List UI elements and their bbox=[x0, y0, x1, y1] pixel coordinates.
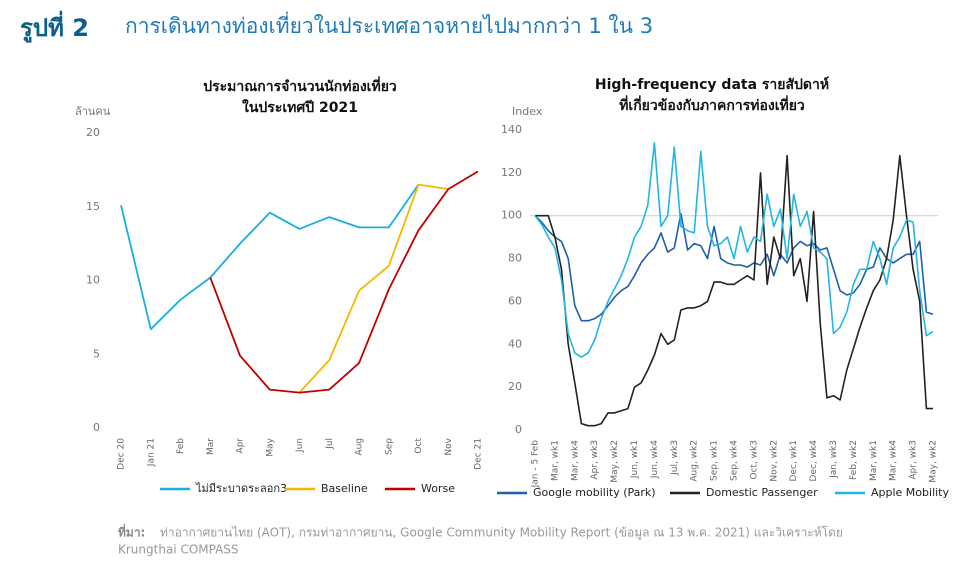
x-tick-label: Feb bbox=[176, 438, 186, 454]
x-tick-label: Dec 21 bbox=[474, 438, 484, 470]
legend-label: ไม่มีระบาดระลอก3 bbox=[195, 482, 287, 495]
y-tick-label: 140 bbox=[501, 123, 522, 136]
y-tick-label: 0 bbox=[515, 423, 522, 436]
x-tick-label: Sep, wk1 bbox=[710, 440, 720, 481]
x-tick-label: Aug, wk2 bbox=[690, 440, 700, 482]
chart-title: ในประเทศปี 2021 bbox=[242, 98, 358, 116]
legend-label: Domestic Passenger bbox=[706, 486, 818, 499]
x-tick-label: Mar, wk1 bbox=[550, 440, 560, 481]
x-tick-label: Apr, wk3 bbox=[590, 440, 600, 480]
x-tick-label: Mar, wk4 bbox=[570, 440, 580, 481]
series-line bbox=[534, 212, 934, 322]
x-tick-label: Nov bbox=[444, 437, 454, 455]
x-tick-label: Jul bbox=[325, 438, 335, 450]
x-tick-label: Mar, wk1 bbox=[869, 440, 879, 481]
x-tick-label: Jun bbox=[295, 438, 305, 453]
x-tick-label: Dec, wk1 bbox=[789, 440, 799, 481]
y-tick-label: 120 bbox=[501, 166, 522, 179]
y-tick-label: 80 bbox=[508, 252, 522, 265]
x-tick-label: May, wk2 bbox=[610, 440, 620, 483]
legend-label: Baseline bbox=[321, 482, 368, 495]
x-tick-label: Mar, wk4 bbox=[889, 440, 899, 481]
x-tick-label: Jan 21 bbox=[146, 438, 156, 467]
x-tick-label: Feb, wk2 bbox=[849, 440, 859, 480]
figure-label: รูปที่ 2 bbox=[20, 10, 89, 43]
y-axis-label: ล้านคน bbox=[75, 105, 111, 118]
series-line bbox=[535, 154, 933, 427]
y-tick-label: 100 bbox=[501, 209, 522, 222]
chart-title: High-frequency data รายสัปดาห์ bbox=[595, 76, 829, 93]
x-tick-label: May bbox=[265, 437, 275, 456]
x-tick-label: Jan - 5 Feb bbox=[531, 440, 541, 489]
x-tick-label: Jan, wk3 bbox=[829, 440, 839, 479]
y-tick-label: 40 bbox=[508, 337, 522, 350]
figure-title: การเดินทางท่องเที่ยวในประเทศอาจหายไปมากก… bbox=[125, 11, 653, 38]
x-tick-label: Dec, wk4 bbox=[809, 440, 819, 482]
x-tick-label: Sep, wk4 bbox=[730, 440, 740, 481]
series-line bbox=[209, 170, 479, 394]
chart-title: ที่เกี่ยวข้องกับภาคการท่องเที่ยว bbox=[619, 95, 805, 114]
x-tick-label: Mar bbox=[206, 438, 216, 455]
x-tick-label: Sep bbox=[384, 438, 394, 455]
y-axis-label: Index bbox=[512, 105, 543, 118]
x-tick-label: Jun, wk4 bbox=[650, 440, 660, 479]
series-line bbox=[120, 184, 420, 331]
x-tick-label: Jul, wk3 bbox=[670, 440, 680, 476]
legend-label: Google mobility (Park) bbox=[533, 486, 656, 499]
x-tick-label: Jun, wk1 bbox=[630, 440, 640, 479]
x-tick-label: Aug bbox=[355, 438, 365, 456]
y-tick-label: 10 bbox=[86, 274, 100, 287]
source-text: Krungthai COMPASS bbox=[118, 543, 239, 557]
chart-title: ประมาณการจำนวนนักท่องเที่ยว bbox=[203, 76, 397, 95]
y-tick-label: 5 bbox=[93, 347, 100, 360]
y-tick-label: 20 bbox=[508, 380, 522, 393]
legend-label: Apple Mobility bbox=[871, 486, 949, 499]
legend-label: Worse bbox=[421, 482, 455, 495]
source-label: ที่มา: bbox=[118, 524, 145, 540]
x-tick-label: Dec 20 bbox=[117, 438, 127, 470]
y-tick-label: 60 bbox=[508, 294, 522, 307]
series-line bbox=[298, 183, 449, 394]
x-tick-label: Oct, wk3 bbox=[749, 440, 759, 480]
source-text: ท่าอากาศยานไทย (AOT), กรมท่าอากาศยาน, Go… bbox=[160, 526, 843, 541]
x-tick-label: Apr bbox=[236, 438, 246, 454]
x-tick-label: Nov, wk2 bbox=[769, 440, 779, 482]
series-line bbox=[534, 142, 934, 358]
x-tick-label: Apr, wk3 bbox=[909, 440, 919, 480]
y-tick-label: 0 bbox=[93, 421, 100, 434]
x-tick-label: May, wk2 bbox=[929, 440, 939, 483]
x-tick-label: Oct bbox=[414, 438, 424, 454]
y-tick-label: 20 bbox=[86, 126, 100, 139]
y-tick-label: 15 bbox=[86, 200, 100, 213]
